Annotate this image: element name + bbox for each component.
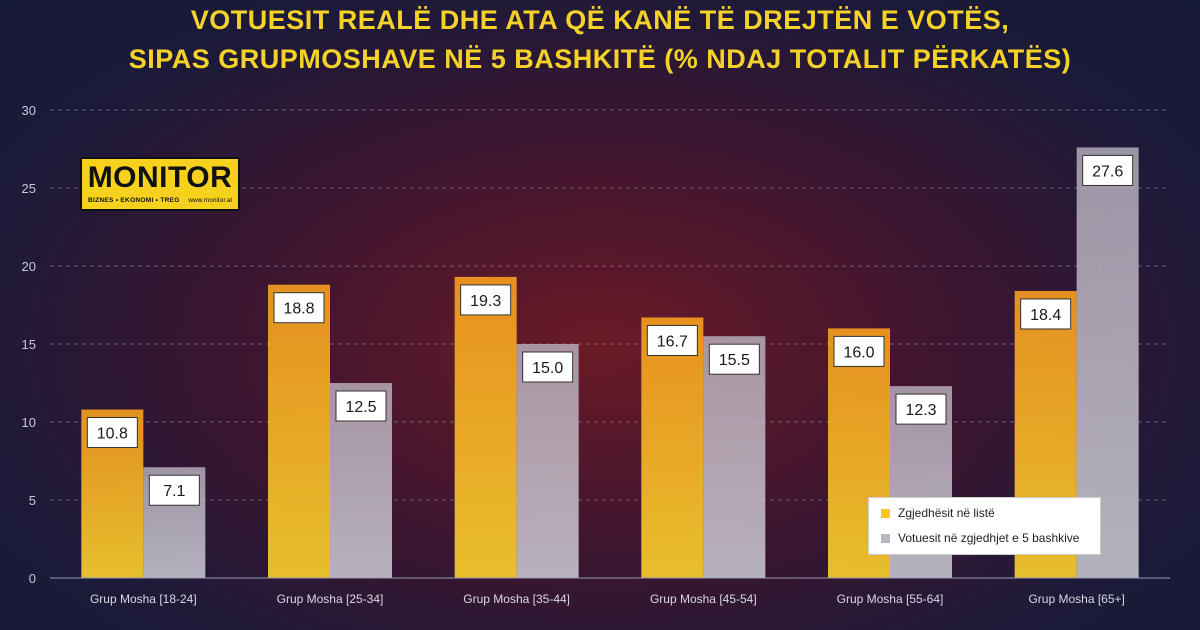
data-label-series-1-4: 16.7 <box>657 333 688 350</box>
x-category-label: Grup Mosha [55-64] <box>837 592 944 606</box>
monitor-logo: MONITOR BIZNES • EKONOMI • TREG www.moni… <box>80 157 240 211</box>
bar-series-2-4 <box>703 336 766 578</box>
bar-series-1-4 <box>641 317 704 578</box>
data-label-box <box>1082 154 1134 186</box>
y-tick-label: 25 <box>22 181 36 196</box>
y-tick-label: 0 <box>29 571 36 586</box>
chart-legend: Zgjedhësit në listë Votuesit në zgjedhje… <box>868 497 1101 555</box>
y-tick-label: 15 <box>22 337 36 352</box>
legend-label-series-1: Zgjedhësit në listë <box>898 506 995 520</box>
data-label-series-2-5: 12.3 <box>905 402 936 419</box>
data-label-series-2-6: 27.6 <box>1092 163 1123 180</box>
y-tick-label: 10 <box>22 415 36 430</box>
legend-swatch-series-1 <box>881 508 890 518</box>
data-label-box <box>148 474 200 506</box>
data-label-series-1-5: 16.0 <box>843 344 874 361</box>
data-label-series-2-2: 12.5 <box>345 399 376 416</box>
chart-title-line-1: VOTUESIT REALË DHE ATA QË KANË TË DREJTË… <box>190 5 1010 35</box>
legend-item-series-2: Votuesit në zgjedhjet e 5 bashkive <box>881 529 1079 547</box>
data-label-series-1-6: 18.4 <box>1030 307 1061 324</box>
data-label-box <box>522 351 574 383</box>
logo-url: www.monitor.al <box>188 197 232 204</box>
data-label-series-1-2: 18.8 <box>283 301 314 318</box>
x-category-label: Grup Mosha [35-44] <box>463 592 570 606</box>
bar-series-2-3 <box>516 344 579 578</box>
data-label-box <box>646 324 698 356</box>
x-category-label: Grup Mosha [18-24] <box>90 592 197 606</box>
legend-item-series-1: Zgjedhësit në listë <box>881 504 995 522</box>
legend-swatch-series-2 <box>881 533 890 543</box>
y-tick-label: 20 <box>22 259 36 274</box>
data-label-box <box>460 284 512 316</box>
logo-tagline: BIZNES • EKONOMI • TREG <box>88 197 180 204</box>
legend-label-series-2: Votuesit në zgjedhjet e 5 bashkive <box>898 531 1080 545</box>
data-label-box <box>273 292 325 324</box>
x-category-label: Grup Mosha [25-34] <box>277 592 384 606</box>
data-label-box <box>86 417 138 449</box>
bar-series-1-2 <box>268 284 330 578</box>
bar-series-1-3 <box>454 276 517 578</box>
data-label-box <box>708 343 760 375</box>
data-label-box <box>833 335 885 367</box>
data-label-series-1-1: 10.8 <box>97 426 128 443</box>
logo-name: MONITOR <box>87 161 233 194</box>
data-label-series-2-4: 15.5 <box>719 352 750 369</box>
data-label-box <box>1020 298 1072 330</box>
data-label-series-1-3: 19.3 <box>470 293 501 310</box>
data-label-box <box>335 390 387 422</box>
data-label-box <box>895 393 947 425</box>
x-category-label: Grup Mosha [65+] <box>1028 592 1124 606</box>
x-category-label: Grup Mosha [45-54] <box>650 592 757 606</box>
data-label-series-2-3: 15.0 <box>532 360 563 377</box>
y-tick-label: 5 <box>29 493 36 508</box>
data-label-series-2-1: 7.1 <box>163 483 185 500</box>
y-tick-label: 30 <box>22 103 36 118</box>
chart-title-line-2: SIPAS GRUPMOSHAVE NË 5 BASHKITË (% NDAJ … <box>128 44 1072 74</box>
